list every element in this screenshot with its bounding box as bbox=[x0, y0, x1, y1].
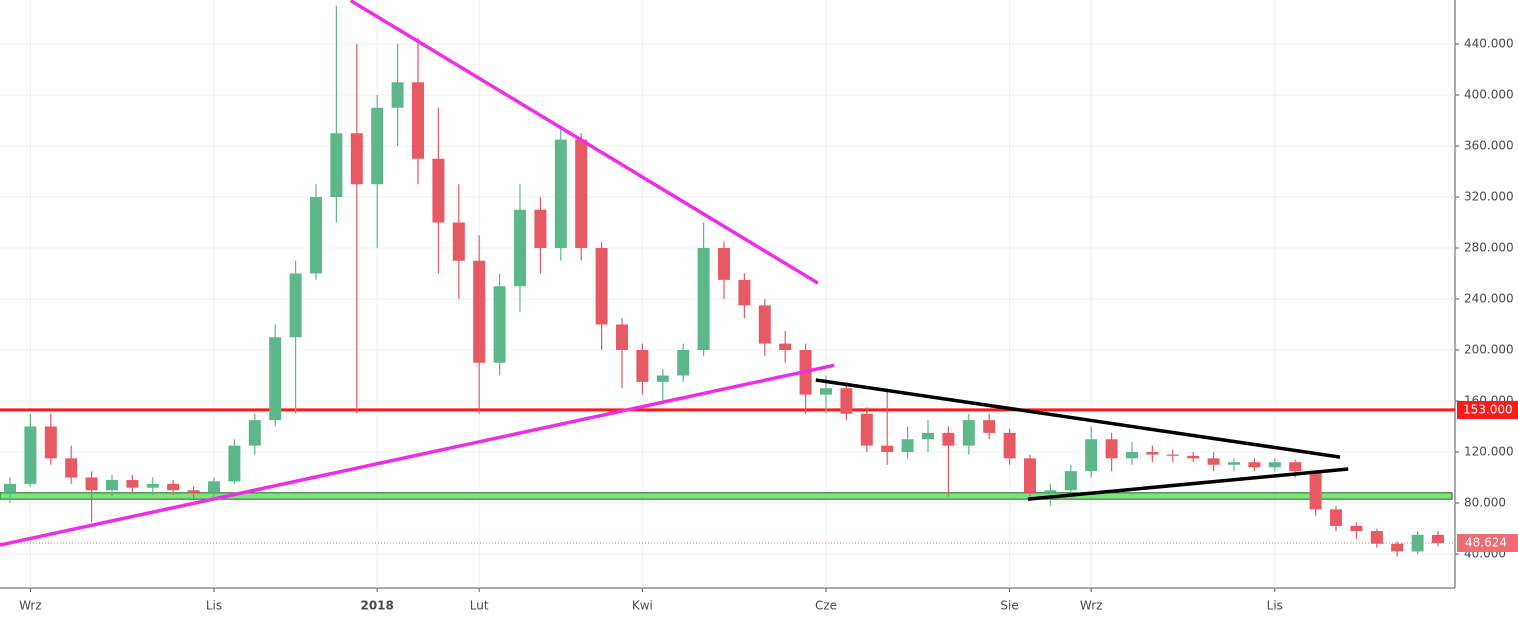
candle-body bbox=[1350, 525, 1363, 532]
trendline bbox=[349, 0, 819, 285]
level-label: 153.000 bbox=[1463, 402, 1513, 416]
last-price-label: 48.624 bbox=[1465, 536, 1507, 550]
candle-body bbox=[758, 305, 771, 344]
candle-body bbox=[983, 420, 996, 433]
last-price-box bbox=[1457, 534, 1518, 553]
candle-body bbox=[187, 490, 200, 493]
candle-body bbox=[840, 388, 853, 414]
candle-body bbox=[432, 158, 445, 223]
candle-body bbox=[24, 426, 37, 484]
trendline bbox=[0, 363, 835, 547]
candle-body bbox=[310, 196, 322, 274]
y-tick-label: 320.000 bbox=[1464, 189, 1514, 203]
candle-body bbox=[330, 133, 343, 197]
candle-body bbox=[1166, 454, 1179, 456]
y-tick-label: 80.000 bbox=[1464, 495, 1506, 509]
x-tick-label: Wrz bbox=[1080, 599, 1103, 613]
candle-body bbox=[44, 426, 57, 459]
trendline bbox=[815, 378, 1341, 459]
candle-body bbox=[4, 483, 16, 493]
candle-body bbox=[779, 343, 792, 350]
candle-body bbox=[616, 324, 628, 350]
candle-body bbox=[248, 420, 261, 446]
level-label-box bbox=[1457, 400, 1518, 419]
candle-body bbox=[718, 247, 730, 280]
y-tick-label: 120.000 bbox=[1464, 444, 1514, 458]
candle-body bbox=[1187, 455, 1200, 459]
y-tick-label: 280.000 bbox=[1464, 240, 1514, 254]
candle-body bbox=[106, 480, 118, 491]
candle-body bbox=[534, 209, 547, 248]
candle-body bbox=[208, 481, 220, 493]
candle-body bbox=[412, 82, 424, 159]
candle-body bbox=[860, 413, 873, 446]
candle-body bbox=[514, 209, 526, 287]
x-tick-label: Lis bbox=[206, 599, 222, 613]
candle-body bbox=[820, 388, 832, 395]
support-zone bbox=[0, 492, 1453, 500]
candle-body bbox=[962, 420, 975, 446]
candle-body bbox=[1085, 439, 1098, 472]
y-tick-label: 200.000 bbox=[1464, 342, 1514, 356]
candle-body bbox=[901, 439, 914, 452]
candle-body bbox=[1411, 534, 1424, 552]
candle-body bbox=[1432, 534, 1444, 544]
candle-body bbox=[1370, 531, 1383, 544]
candle-body bbox=[1126, 451, 1138, 459]
y-tick-label: 440.000 bbox=[1464, 36, 1514, 50]
candle-body bbox=[269, 337, 282, 421]
candle-body bbox=[146, 483, 159, 488]
candle-body bbox=[922, 432, 934, 440]
candle-body bbox=[65, 458, 78, 478]
candle-body bbox=[575, 139, 588, 248]
candle-body bbox=[1105, 439, 1118, 459]
candle-body bbox=[391, 82, 404, 108]
candle-body bbox=[1289, 462, 1302, 472]
candle-body bbox=[350, 133, 363, 185]
candle-body bbox=[126, 480, 139, 488]
candle-body bbox=[1391, 543, 1404, 552]
candle-body bbox=[1146, 451, 1159, 455]
candle-body bbox=[493, 286, 506, 363]
x-tick-label: Cze bbox=[815, 599, 837, 613]
y-tick-label: 400.000 bbox=[1464, 87, 1514, 101]
x-tick-label: 2018 bbox=[360, 599, 393, 613]
candle-body bbox=[1330, 509, 1342, 526]
candle-body bbox=[554, 139, 567, 248]
x-tick-label: Kwi bbox=[632, 599, 653, 613]
candle-body bbox=[1268, 462, 1281, 468]
candle-body bbox=[942, 432, 955, 446]
x-tick-label: Lut bbox=[470, 599, 489, 613]
candle-body bbox=[1207, 458, 1220, 465]
candle-body bbox=[1044, 490, 1057, 493]
candle-body bbox=[452, 222, 465, 261]
candle-body bbox=[1024, 458, 1036, 493]
x-tick-label: Wrz bbox=[19, 599, 42, 613]
candle-body bbox=[473, 260, 486, 363]
candle-body bbox=[1228, 462, 1240, 465]
y-tick-label: 360.000 bbox=[1464, 138, 1514, 152]
candle-body bbox=[656, 375, 669, 382]
candle-body bbox=[1309, 471, 1322, 510]
candle-body bbox=[881, 445, 894, 452]
candle-body bbox=[636, 349, 649, 382]
candle-body bbox=[85, 477, 98, 491]
trendline bbox=[1027, 467, 1349, 501]
candle-body bbox=[697, 247, 710, 350]
x-tick-label: Sie bbox=[1000, 599, 1018, 613]
candle-body bbox=[1003, 432, 1016, 459]
y-tick-label: 240.000 bbox=[1464, 291, 1514, 305]
candle-body bbox=[371, 107, 384, 185]
candle-body bbox=[738, 279, 751, 306]
x-tick-label: Lis bbox=[1267, 599, 1283, 613]
candle-body bbox=[595, 247, 608, 325]
candle-body bbox=[167, 483, 180, 491]
candle-body bbox=[677, 349, 690, 376]
candle-body bbox=[228, 445, 241, 482]
candle-body bbox=[1064, 471, 1077, 491]
candle-body bbox=[1248, 462, 1261, 468]
candle-body bbox=[289, 273, 302, 338]
